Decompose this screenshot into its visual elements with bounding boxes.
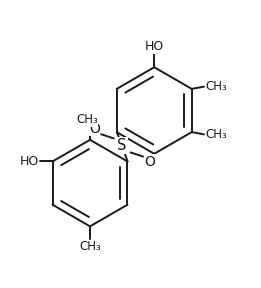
- Text: CH₃: CH₃: [205, 128, 227, 141]
- Text: O: O: [145, 155, 156, 169]
- Text: HO: HO: [19, 155, 39, 168]
- Text: HO: HO: [145, 40, 164, 53]
- Text: CH₃: CH₃: [79, 240, 101, 253]
- Text: CH₃: CH₃: [205, 79, 227, 92]
- Text: CH₃: CH₃: [76, 113, 98, 126]
- Text: O: O: [89, 122, 100, 136]
- Text: S: S: [117, 138, 127, 153]
